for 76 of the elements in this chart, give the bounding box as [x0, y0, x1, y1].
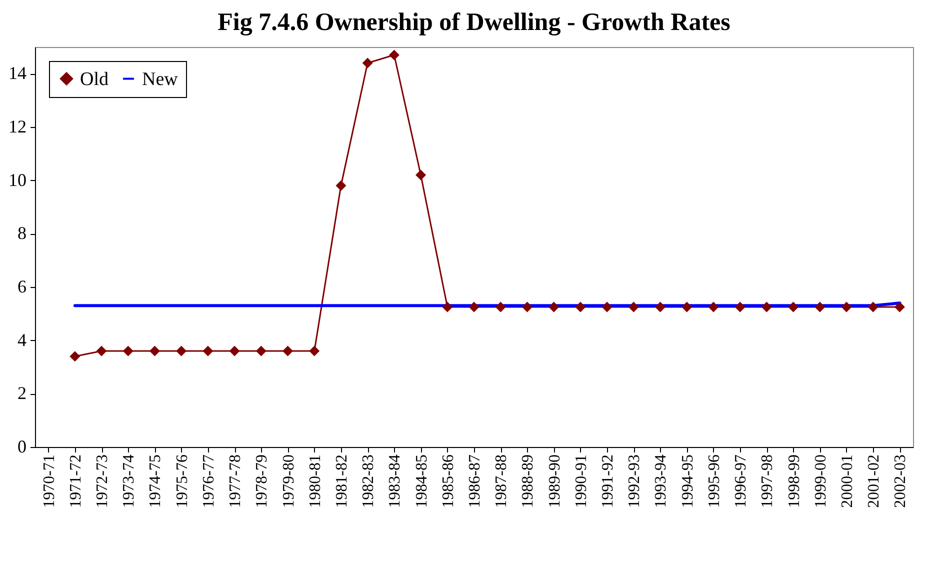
x-tick-label: 1974-75: [147, 454, 164, 508]
point: [149, 346, 160, 356]
point: [202, 346, 214, 356]
x-tick-label: 1984-85: [413, 454, 430, 508]
x-tick-label: 1996-97: [732, 454, 750, 508]
point: [468, 302, 480, 312]
x-tick-label: 1995-96: [706, 454, 723, 508]
x-tick-label: 1993-94: [652, 454, 670, 508]
point: [522, 302, 532, 312]
point: [628, 302, 639, 312]
x-tick-label: 2000-01: [838, 454, 856, 508]
point: [122, 346, 134, 356]
point: [761, 302, 772, 312]
point: [708, 302, 719, 312]
x-tick-label: 1971-72: [67, 454, 84, 508]
point: [868, 302, 878, 312]
point: [788, 302, 799, 312]
y-tick-label: 12: [8, 116, 26, 136]
x-tick-label: 1977-78: [227, 454, 244, 508]
point: [388, 50, 400, 60]
point: [575, 302, 586, 312]
point: [495, 302, 506, 312]
y-tick-label: 14: [8, 63, 26, 84]
point: [362, 58, 373, 68]
y-tick-label: 8: [18, 223, 26, 244]
x-tick-label: 1973-74: [120, 454, 138, 508]
y-tick-label: 0: [18, 436, 26, 456]
chart-title: Fig 7.4.6 Ownership of Dwelling - Growth Rates: [218, 9, 731, 36]
point: [602, 302, 612, 312]
x-tick-label: 1982-83: [360, 454, 378, 508]
point: [682, 302, 692, 312]
point: [96, 346, 107, 356]
point: [70, 351, 80, 362]
legend-label: New: [142, 68, 178, 90]
x-tick-label: 1985-86: [440, 454, 457, 508]
x-tick-label: 1979-80: [280, 454, 298, 508]
point: [416, 170, 426, 180]
point: [442, 302, 453, 312]
x-tick-label: 1981-82: [333, 454, 350, 508]
x-tick-label: 1987-88: [493, 454, 510, 508]
x-tick-label: 1975-76: [174, 454, 191, 508]
x-tick-label: 1992-93: [626, 454, 644, 508]
x-tick-label: 1970-71: [40, 454, 58, 508]
x-tick-label: 1988-89: [520, 454, 537, 508]
y-tick-label: 2: [18, 383, 26, 404]
point: [841, 302, 852, 312]
x-tick-label: 1980-81: [306, 454, 324, 508]
point: [282, 346, 293, 356]
point: [176, 346, 187, 356]
x-tick-label: 1998-99: [786, 454, 803, 508]
point: [256, 346, 266, 356]
y-tick-label: 10: [8, 170, 26, 190]
point: [655, 302, 666, 312]
y-tick-label: 6: [18, 276, 26, 296]
point: [894, 302, 905, 312]
x-tick-label: 1991-92: [600, 454, 617, 508]
x-tick-label: 1999-00: [812, 454, 830, 508]
point: [309, 346, 320, 356]
x-tick-label: 1983-84: [386, 454, 404, 508]
x-tick-label: 1990-91: [572, 454, 590, 508]
y-tick-label: 4: [18, 330, 26, 350]
x-tick-label: 1978-79: [254, 454, 271, 508]
x-tick-label: 1976-77: [200, 454, 218, 508]
x-tick-label: 1989-90: [546, 454, 564, 508]
x-tick-label: 1972-73: [94, 454, 112, 508]
x-tick-label: 1986-87: [466, 454, 484, 508]
x-tick-label: 2002-03: [892, 454, 910, 508]
x-tick-label: 1997-98: [759, 454, 776, 508]
x-tick-label: 1994-95: [679, 454, 696, 508]
x-tick-label: 2001-02: [866, 454, 883, 508]
point: [548, 302, 560, 312]
point: [336, 180, 346, 191]
point: [229, 346, 240, 356]
point: [814, 302, 826, 312]
legend-label: Old: [80, 68, 109, 90]
point: [734, 302, 746, 312]
